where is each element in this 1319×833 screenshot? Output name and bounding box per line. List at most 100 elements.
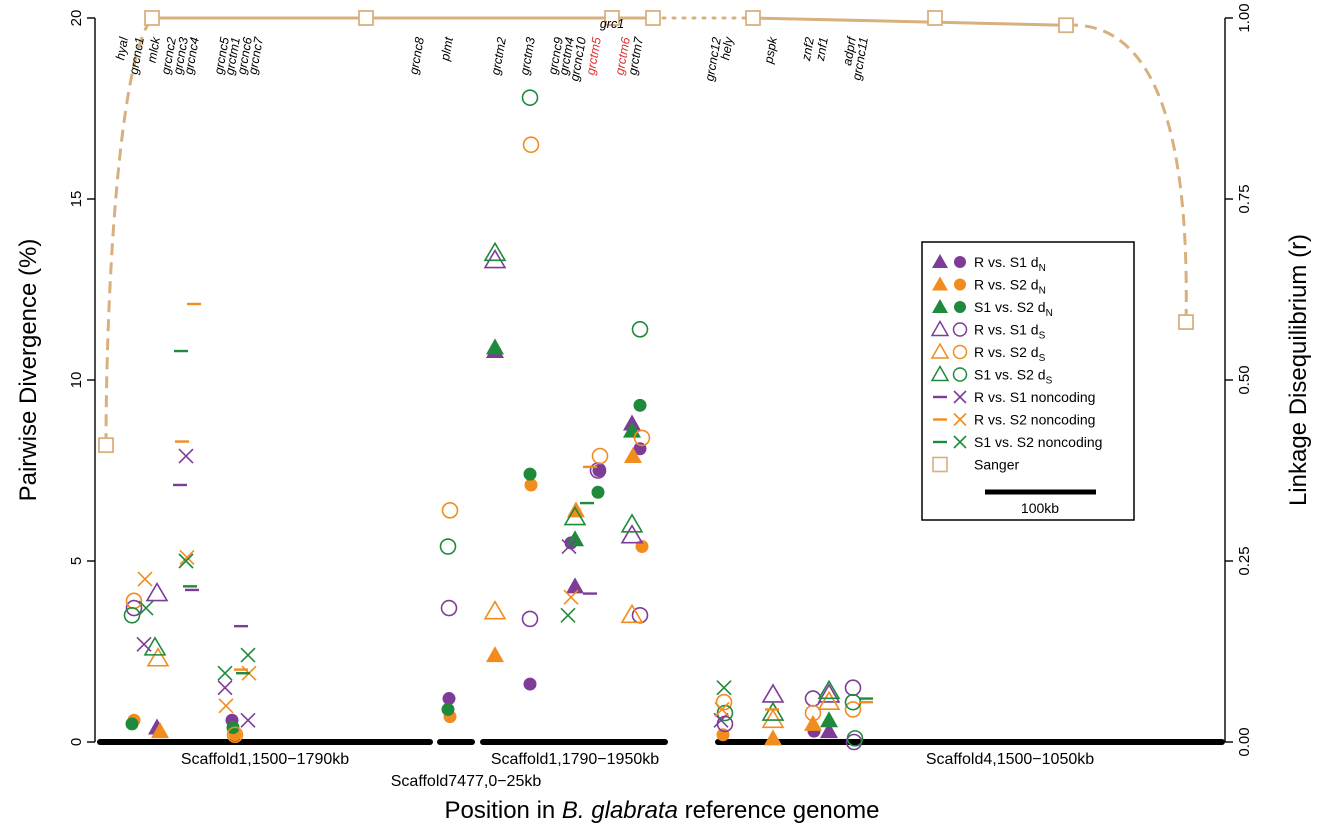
ds-circle-marker (226, 726, 244, 744)
axes: 0 5 10 15 20 0.00 0.25 0.50 0.75 1.00 (68, 3, 1253, 756)
ds-triangle-marker (620, 513, 644, 533)
noncoding-cross-marker (561, 538, 577, 555)
dn-triangle-marker (566, 577, 584, 594)
noncoding-cross-marker (217, 680, 233, 696)
noncoding-cross-marker (138, 600, 154, 616)
dn-circle-marker (441, 702, 455, 716)
cross-stroke (178, 448, 194, 464)
dn-triangle-marker (486, 338, 504, 355)
sanger-point (98, 437, 114, 454)
ds-triangle-marker (817, 690, 841, 710)
gene-label: mlck (145, 35, 163, 63)
ds-circle-marker (844, 701, 862, 718)
gene-label: grcnc1 (127, 36, 147, 75)
y-tick-label-left: 15 (68, 191, 85, 208)
legend-swatch-triangle (930, 342, 950, 359)
dn-circle-marker (524, 478, 538, 492)
noncoding-cross-marker (178, 448, 194, 464)
x-axis-title-species: B. glabrata (562, 797, 678, 824)
sanger-point (927, 10, 943, 26)
dn-circle-marker (591, 485, 605, 499)
gene-label: adprf (840, 35, 859, 67)
ds-triangle-marker (817, 679, 841, 700)
y-tick-label-left: 0 (68, 738, 85, 746)
sanger-point (604, 10, 620, 26)
legend-swatch-circle (952, 367, 968, 382)
cross-stroke (240, 712, 256, 728)
y-axis-title-left: Pairwise Divergence (%) (15, 239, 42, 502)
dn-triangle-marker (804, 714, 822, 731)
dn-circle-marker (523, 677, 537, 691)
gene-label: grctm2 (489, 36, 509, 76)
gene-label: hyal (113, 35, 131, 61)
dn-triangle-marker (151, 722, 169, 739)
ds-circle-marker (125, 599, 143, 617)
gene-label: grcnc8 (407, 36, 427, 75)
gene-label: grcnc7 (246, 35, 266, 75)
sanger-curve-right (1065, 23, 1188, 323)
y-tick-label-left: 20 (68, 10, 85, 27)
ds-circle-marker (844, 679, 862, 697)
noncoding-cross-marker (217, 665, 233, 681)
gene-label: grcnc5 (212, 36, 232, 75)
legend-label: S1 vs. S2 noncoding (974, 434, 1102, 450)
gene-label: grctm4 (557, 36, 577, 76)
cross-stroke (563, 589, 579, 605)
dn-circle-marker (125, 717, 139, 731)
dn-circle-marker (442, 692, 456, 706)
sanger-point (745, 10, 761, 26)
gene-label: grctm6 (613, 36, 633, 76)
legend-label: R vs. S2 noncoding (974, 412, 1095, 428)
dn-triangle-marker (566, 530, 584, 547)
gene-label: hely (718, 35, 736, 61)
sanger-point (1058, 17, 1074, 34)
legend-swatch-circle (952, 344, 968, 360)
ds-triangle-marker (620, 603, 644, 624)
dn-circle-marker (633, 398, 647, 412)
gene-label: grcnc3 (171, 36, 191, 75)
legend-label: S1 vs. S2 dS (974, 367, 1053, 387)
ds-circle-marker (441, 502, 459, 519)
gene-label: grctm3 (518, 36, 538, 76)
noncoding-cross-marker (716, 680, 732, 696)
legend-swatch-triangle (930, 364, 950, 382)
gene-label: grcnc9 (546, 36, 566, 75)
ds-circle-marker (633, 429, 651, 447)
dn-triangle-marker (486, 646, 504, 663)
scaffold-label: Scaffold4,1500−1050kb (926, 751, 1094, 768)
dn-triangle-marker (820, 711, 838, 728)
legend-label: R vs. S1 dS (974, 322, 1046, 342)
legend-swatch-triangle (932, 276, 948, 291)
y-axis-title-right: Linkage Disequilibrium (r) (1285, 234, 1312, 506)
sanger-point (645, 10, 661, 26)
noncoding-cross-marker (218, 698, 234, 714)
cross-stroke (217, 680, 233, 696)
dn-triangle-marker (624, 447, 642, 464)
noncoding-cross-marker (136, 636, 152, 652)
sanger-curve-left (104, 17, 154, 446)
ds-circle-marker (715, 693, 733, 711)
ds-circle-marker (521, 610, 539, 628)
sanger-segment (752, 16, 1067, 27)
sanger-point (144, 10, 160, 26)
ds-triangle-marker (761, 683, 785, 703)
legend-swatch-triangle (930, 319, 950, 337)
scaffold-label: Scaffold1,1790−1950kb (491, 751, 659, 768)
legend-label: R vs. S1 dN (974, 254, 1046, 274)
ds-circle-marker (440, 599, 458, 617)
sanger-ld-line (98, 10, 1194, 454)
ds-triangle-marker (143, 636, 167, 656)
cross-stroke (714, 701, 730, 717)
y-tick-label-left: 5 (68, 557, 85, 565)
gene-label: grcnc4 (182, 36, 202, 75)
gene-label: grctm7 (626, 35, 647, 76)
sanger-point (1178, 314, 1194, 330)
legend-swatch-circle (952, 322, 968, 337)
noncoding-cross-marker (560, 607, 576, 623)
scaffold-bars: Scaffold1,1500−1790kb Scaffold7477,0−25kb… (97, 739, 1225, 790)
legend-label: Sanger (974, 457, 1019, 473)
cross-stroke (136, 636, 152, 652)
cross-stroke (138, 600, 154, 616)
legend-swatch-circle (954, 278, 966, 291)
